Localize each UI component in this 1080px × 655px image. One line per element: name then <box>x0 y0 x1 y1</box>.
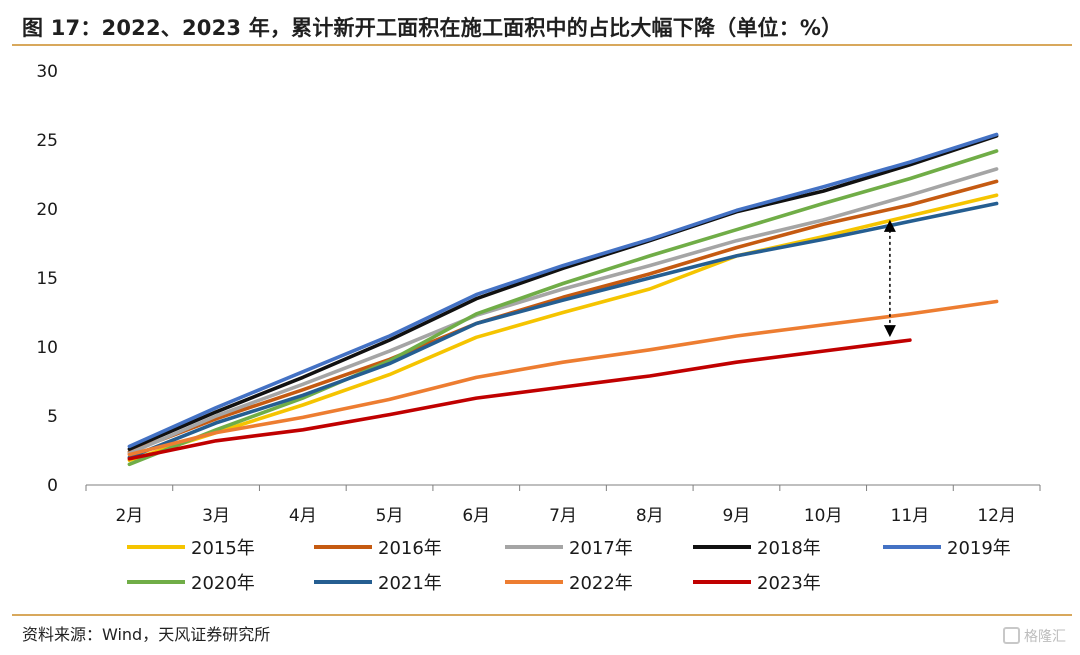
x-tick-label: 8月 <box>636 506 664 526</box>
watermark: 格隆汇 <box>1003 626 1066 646</box>
axes: 2月 3月 4月 5月 6月 7月 8月 9月 10月 11月 12月 0 5 10 15 20 25 30 <box>36 62 1041 526</box>
y-tick-label: 5 <box>47 407 58 427</box>
legend-label: 2015年 <box>191 538 255 559</box>
arrow-head-up <box>883 219 896 232</box>
source-note: 资料来源：Wind，天风证券研究所 <box>22 625 271 644</box>
series-lines <box>127 132 999 467</box>
x-tick-label: 11月 <box>891 506 930 526</box>
series-line <box>127 201 999 460</box>
x-tick-label: 6月 <box>462 506 490 526</box>
y-tick-label: 0 <box>47 476 58 496</box>
y-tick-label: 20 <box>36 200 58 220</box>
y-tick-label: 25 <box>36 131 58 151</box>
bottom-divider <box>12 614 1072 616</box>
series-line <box>127 179 999 454</box>
x-tick-label: 4月 <box>289 506 317 526</box>
legend-label: 2017年 <box>569 538 633 559</box>
legend-label: 2021年 <box>378 573 442 594</box>
series-line <box>127 299 999 457</box>
y-tick-label: 10 <box>36 338 58 358</box>
series-line <box>127 132 999 449</box>
x-tick-label: 9月 <box>723 506 751 526</box>
arrow-head-down <box>883 325 896 338</box>
series-line <box>127 167 999 456</box>
legend-label: 2018年 <box>757 538 821 559</box>
x-tick-label: 7月 <box>549 506 577 526</box>
x-tick-label: 2月 <box>115 506 143 526</box>
legend-label: 2022年 <box>569 573 633 594</box>
series-line <box>127 338 912 461</box>
x-tick-label: 10月 <box>804 506 843 526</box>
series-line <box>127 134 999 451</box>
legend-label: 2020年 <box>191 573 255 594</box>
annotation-arrow <box>883 219 896 338</box>
series-line <box>127 149 999 467</box>
watermark-logo-icon <box>1003 627 1020 644</box>
x-tick-label: 12月 <box>977 506 1016 526</box>
legend-label: 2016年 <box>378 538 442 559</box>
chart-title: 图 17：2022、2023 年，累计新开工面积在施工面积中的占比大幅下降（单位… <box>22 16 843 40</box>
series-line <box>127 193 999 462</box>
top-divider <box>12 44 1072 46</box>
legend-label: 2023年 <box>757 573 821 594</box>
x-tick-label: 5月 <box>376 506 404 526</box>
x-tick-label: 3月 <box>202 506 230 526</box>
legend-label: 2019年 <box>947 538 1011 559</box>
y-tick-label: 15 <box>36 269 58 289</box>
y-tick-label: 30 <box>36 62 58 82</box>
watermark-text: 格隆汇 <box>1024 629 1066 645</box>
legend: 2015年 2016年 2017年 2018年 2019年 2020年 2021年 2022年… <box>127 538 1011 594</box>
